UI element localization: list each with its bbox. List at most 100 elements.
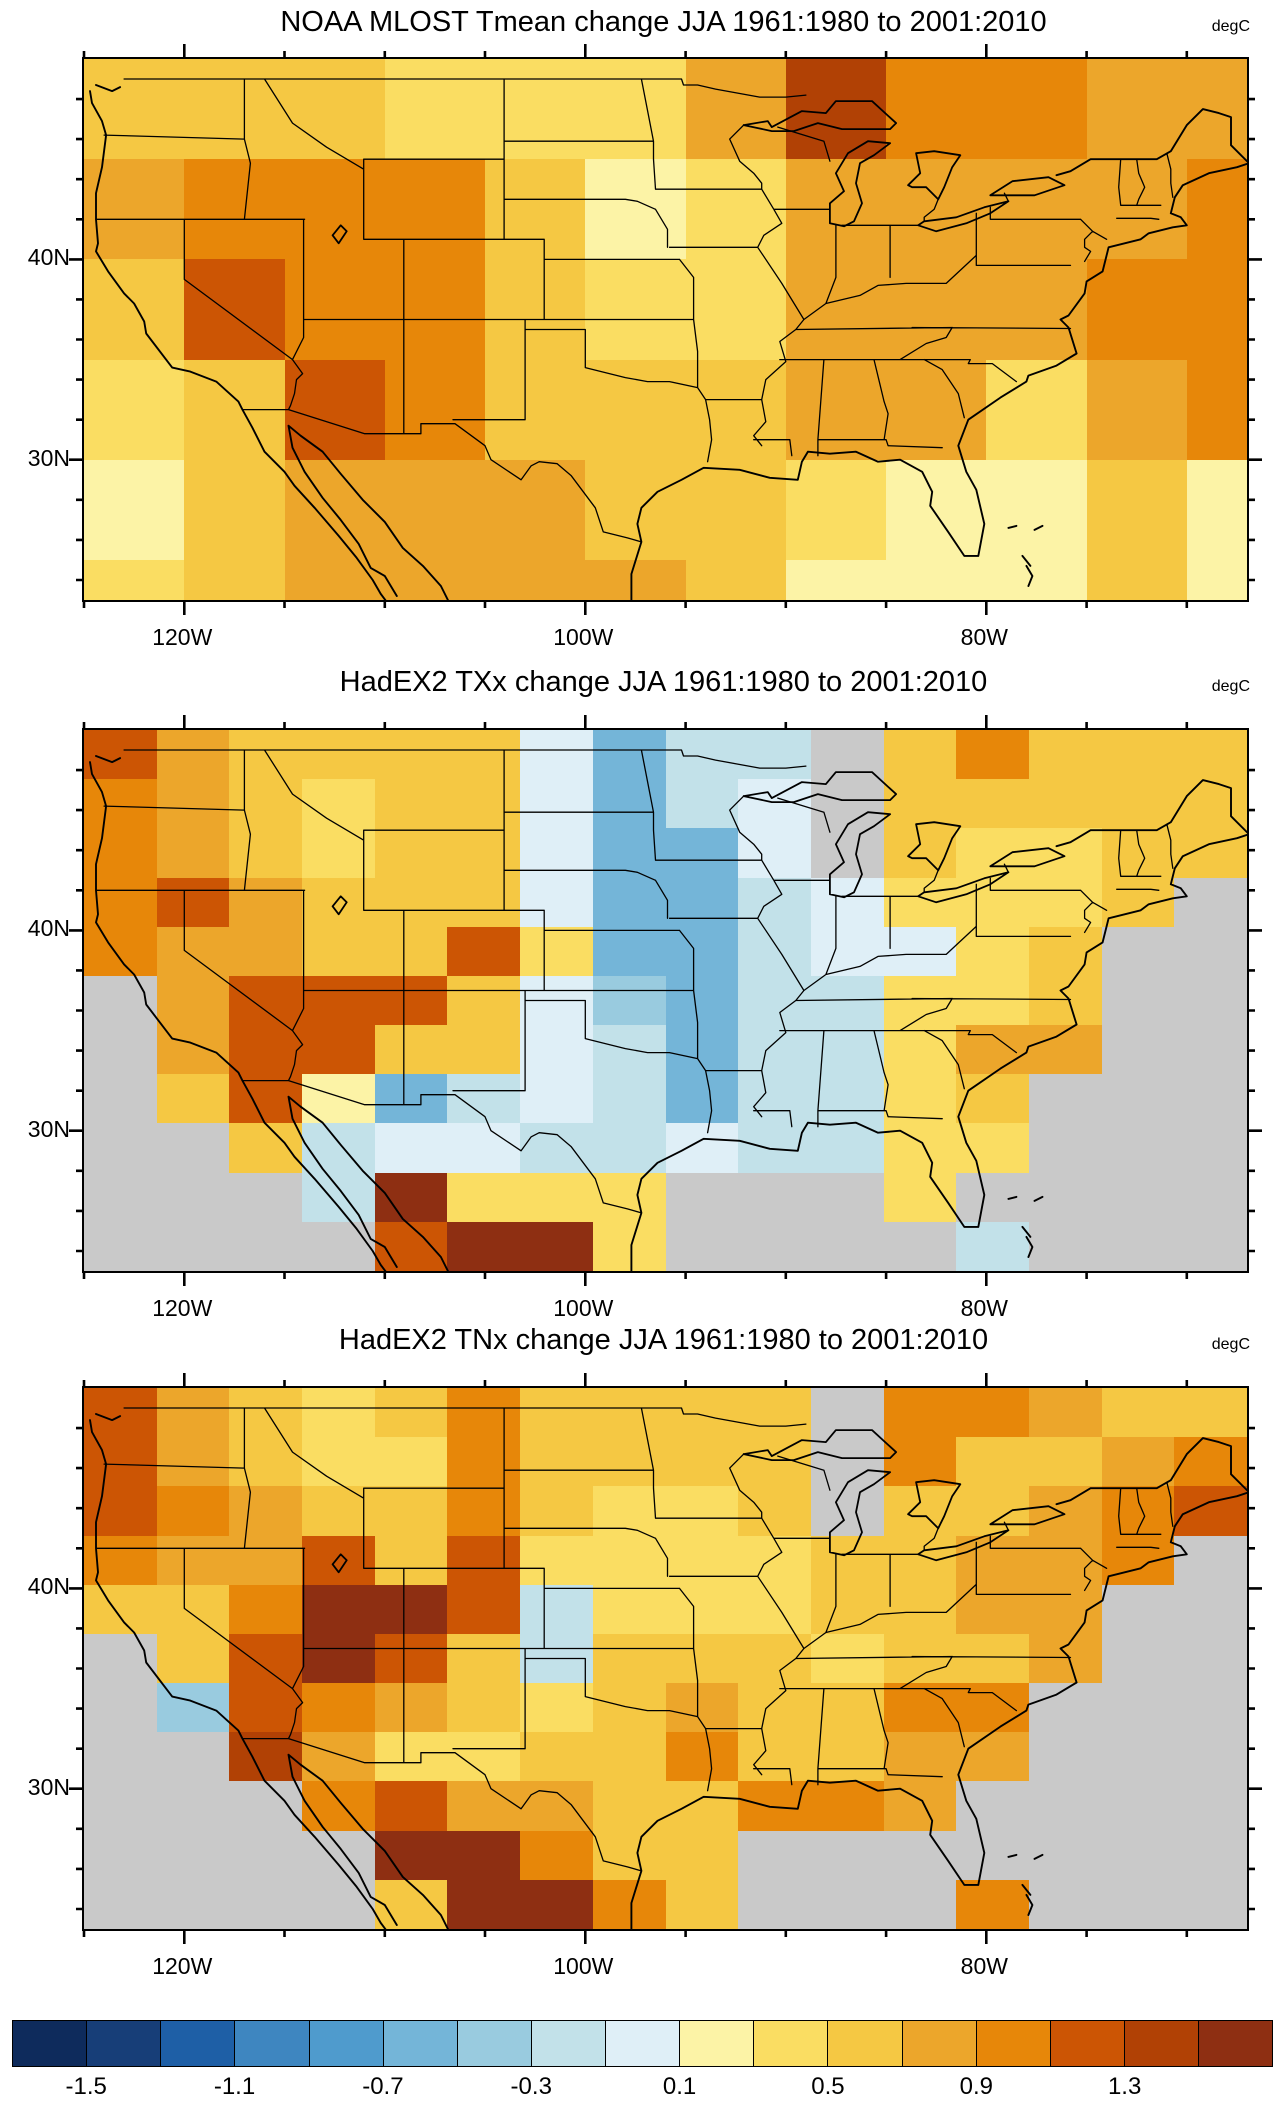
grid-cell bbox=[738, 1025, 812, 1075]
y-axis-label-40N: 40N bbox=[27, 1573, 70, 1600]
grid-cell bbox=[956, 877, 1030, 928]
grid-cell bbox=[810, 828, 885, 879]
grid-cell bbox=[302, 1025, 376, 1075]
grid-cell bbox=[810, 1781, 885, 1832]
grid-cell bbox=[520, 1123, 594, 1174]
grid-cell bbox=[84, 1830, 158, 1881]
grid-cell bbox=[156, 1781, 230, 1832]
grid-cell bbox=[1101, 975, 1175, 1026]
grid-cell bbox=[665, 1732, 739, 1783]
grid-cell bbox=[520, 1025, 594, 1075]
grid-cell bbox=[592, 730, 667, 780]
grid-cell bbox=[883, 1388, 957, 1438]
grid-cell bbox=[156, 1221, 230, 1271]
y-axis-label-40N: 40N bbox=[27, 244, 70, 271]
grid-cell bbox=[520, 1584, 594, 1635]
grid-cell bbox=[156, 1830, 230, 1881]
grid-cell bbox=[585, 59, 687, 160]
grid-cell bbox=[956, 1172, 1030, 1223]
grid-cell bbox=[374, 1486, 449, 1537]
grid-cell bbox=[520, 1535, 594, 1586]
grid-cell bbox=[738, 1535, 812, 1586]
grid-cell bbox=[302, 1123, 376, 1174]
grid-cell bbox=[384, 59, 486, 160]
grid-cell bbox=[810, 1437, 885, 1487]
grid-cell bbox=[1186, 259, 1247, 361]
grid-cell bbox=[592, 1123, 667, 1174]
grid-cell bbox=[84, 779, 158, 829]
grid-cell bbox=[585, 259, 687, 361]
x-axis-label-80W: 80W bbox=[960, 624, 1008, 650]
grid-cell bbox=[447, 1172, 521, 1223]
grid-cell bbox=[374, 877, 449, 928]
grid-cell bbox=[229, 828, 303, 879]
x-axis-label-80W: 80W bbox=[960, 1953, 1008, 1979]
grid-cell bbox=[592, 1830, 667, 1881]
grid-cell bbox=[1101, 1830, 1175, 1881]
grid-cell bbox=[883, 828, 957, 879]
grid-cell bbox=[883, 1683, 957, 1733]
map-canvas bbox=[69, 715, 1262, 1286]
grid-cell bbox=[302, 1584, 376, 1635]
grid-cell bbox=[738, 1221, 812, 1271]
colorbar-segment-2 bbox=[161, 2021, 236, 2066]
grid-cell bbox=[447, 1879, 521, 1929]
grid-cell bbox=[84, 559, 185, 600]
grid-cell bbox=[956, 1486, 1030, 1537]
grid-cell bbox=[84, 1879, 158, 1929]
grid-cell bbox=[585, 359, 687, 461]
grid-cell bbox=[447, 1633, 521, 1684]
y-axis-label-40N: 40N bbox=[27, 915, 70, 942]
grid-cell bbox=[1101, 926, 1175, 977]
grid-cell bbox=[1028, 1683, 1103, 1733]
grid-cell bbox=[1174, 1221, 1247, 1271]
y-axis-label-30N: 30N bbox=[27, 1115, 70, 1142]
grid-cell bbox=[229, 877, 303, 928]
grid-cell bbox=[1101, 1584, 1175, 1635]
grid-cell bbox=[738, 1486, 812, 1537]
grid-cell bbox=[156, 1388, 230, 1438]
grid-cell bbox=[520, 877, 594, 928]
grid-cell bbox=[384, 259, 486, 361]
grid-cell bbox=[84, 1221, 158, 1271]
x-axis-label-100W: 100W bbox=[553, 1953, 614, 1979]
grid-cell bbox=[785, 359, 887, 461]
grid-cell bbox=[665, 779, 739, 829]
grid-cell bbox=[665, 730, 739, 780]
grid-cell bbox=[447, 975, 521, 1026]
grid-cell bbox=[156, 1584, 230, 1635]
grid-cell bbox=[447, 1437, 521, 1487]
grid-cell bbox=[184, 59, 286, 160]
grid-cell bbox=[447, 1025, 521, 1075]
grid-cell bbox=[665, 1535, 739, 1586]
grid-cell bbox=[1028, 1732, 1103, 1783]
grid-cell bbox=[84, 459, 185, 561]
grid-cell bbox=[956, 975, 1030, 1026]
grid-cell bbox=[485, 459, 586, 561]
grid-cell bbox=[1174, 1683, 1247, 1733]
state-borders-path bbox=[95, 78, 1174, 543]
map-canvas bbox=[69, 44, 1262, 615]
grid-cell bbox=[284, 359, 386, 461]
grid-cell bbox=[1028, 1025, 1103, 1075]
grid-cell bbox=[738, 828, 812, 879]
grid-cell bbox=[665, 1074, 739, 1125]
grid-cell bbox=[986, 459, 1088, 561]
grid-cell bbox=[374, 1732, 449, 1783]
tick-marks bbox=[69, 715, 1262, 1286]
grid-cell bbox=[374, 1074, 449, 1125]
grid-cell bbox=[520, 1172, 594, 1223]
grid-cell bbox=[229, 1388, 303, 1438]
grid-cell bbox=[986, 159, 1088, 260]
grid-cell bbox=[1174, 1388, 1247, 1438]
grid-cell bbox=[447, 1123, 521, 1174]
grid-cell bbox=[738, 1388, 812, 1438]
grid-cell bbox=[1101, 1732, 1175, 1783]
state-borders-path bbox=[95, 749, 1174, 1214]
grid-cell bbox=[738, 1683, 812, 1733]
grid-cell bbox=[284, 159, 386, 260]
grid-cell bbox=[520, 779, 594, 829]
grid-cell bbox=[1028, 926, 1103, 977]
grid-cell bbox=[1101, 1172, 1175, 1223]
grid-cell bbox=[374, 779, 449, 829]
